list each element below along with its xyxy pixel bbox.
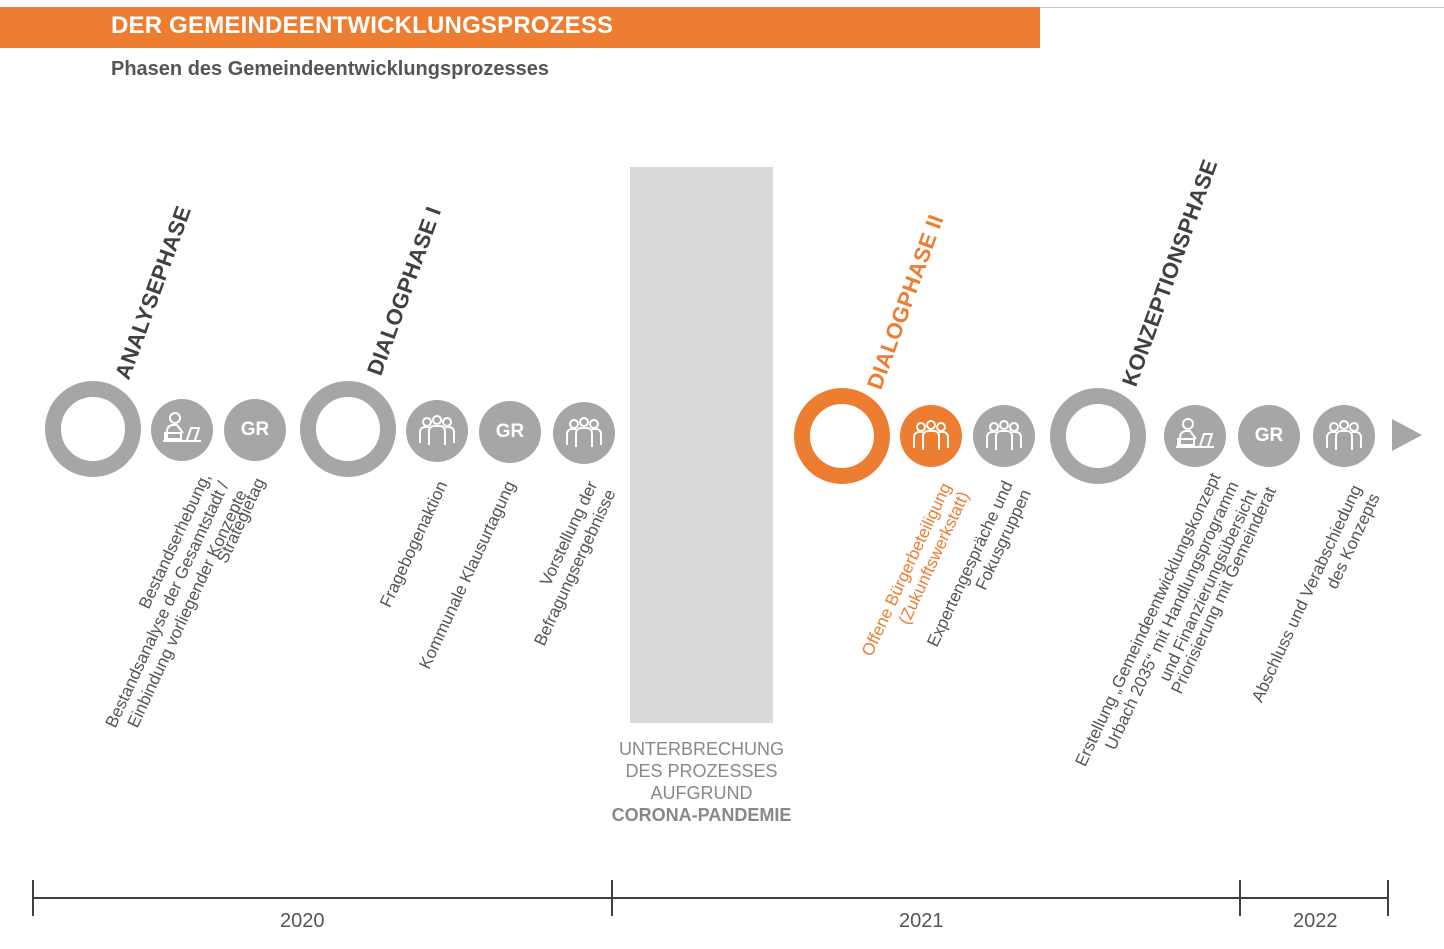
pause-note: UNTERBRECHUNG DES PROZESSES AUFGRUND COR… [580, 738, 823, 826]
page-title: DER GEMEINDEENTWICKLUNGSPROZESS [111, 12, 614, 39]
step-label-8-line-2: Urbach 2035“ mit Handlungsprogramm [1100, 478, 1243, 753]
timeline-tick-2021 [611, 880, 613, 916]
step-label-10-line-2: des Konzepts [1322, 490, 1384, 592]
pause-block [630, 167, 773, 723]
pause-line-1: UNTERBRECHUNG [618, 739, 784, 759]
step-icon-6 [900, 405, 962, 467]
step-label-5: Vorstellung der Befragungsergebnisse [512, 478, 620, 649]
step-label-3: Fragebogenaktion [376, 478, 452, 611]
timeline-tick-end [1387, 880, 1389, 916]
desk-worker-icon [1176, 418, 1214, 448]
step-icon-4: GR [479, 401, 541, 463]
step-label-3-line-1: Fragebogenaktion [376, 478, 452, 611]
group-icon [913, 420, 949, 450]
phase-label-konzeption: KONZEPTIONSPHASE [1117, 155, 1223, 390]
step-icon-8 [1164, 405, 1226, 467]
pause-line-3: AUFGRUND [650, 783, 753, 803]
gr-icon: GR [240, 419, 270, 440]
gr-icon: GR [495, 421, 525, 442]
step-icon-10 [1313, 405, 1375, 467]
step-label-8: Erstellung „Gemeindeentwicklungskonzept … [1071, 470, 1261, 787]
timeline-arrow-icon [1392, 419, 1422, 451]
phase-label-dialog-2: DIALOGPHASE II [862, 211, 949, 393]
step-icon-3 [406, 400, 468, 462]
phase-ring-dialog-2 [794, 388, 890, 484]
step-icon-9: GR [1238, 405, 1300, 467]
year-2022: 2022 [1293, 910, 1338, 932]
step-icon-7 [973, 405, 1035, 467]
phase-label-analyse: ANALYSEPHASE [110, 202, 196, 383]
step-icon-2: GR [224, 399, 286, 461]
phase-ring-konzeption [1050, 388, 1146, 484]
group-icon [986, 420, 1022, 450]
group-icon [1326, 420, 1362, 450]
step-icon-5 [553, 402, 615, 464]
phase-label-dialog-1: DIALOGPHASE I [362, 203, 447, 379]
header-bar [0, 7, 1040, 48]
step-label-1-line-2: Bestandsanalyse der Gesamtstadt / [101, 478, 233, 731]
phase-ring-dialog-1 [300, 381, 396, 477]
group-icon [419, 415, 455, 445]
pause-line-2: DES PROZESSES [625, 761, 778, 781]
phase-ring-analyse [45, 381, 141, 477]
page-subtitle: Phasen des Gemeindeentwicklungsprozesses [111, 58, 549, 80]
timeline-tick-2022 [1239, 880, 1241, 916]
step-label-1: Bestandserhebung, Bestandsanalyse der Ge… [83, 470, 251, 739]
year-2020: 2020 [280, 910, 325, 932]
pause-reason: CORONA-PANDEMIE [611, 805, 792, 825]
gr-icon: GR [1254, 425, 1284, 446]
step-icon-1 [151, 399, 213, 461]
desk-worker-icon [163, 412, 201, 442]
header-rule [1040, 7, 1444, 8]
year-2021: 2021 [899, 910, 944, 932]
timeline-tick-start [32, 880, 34, 916]
timeline-axis [33, 897, 1388, 899]
group-icon [566, 417, 602, 447]
